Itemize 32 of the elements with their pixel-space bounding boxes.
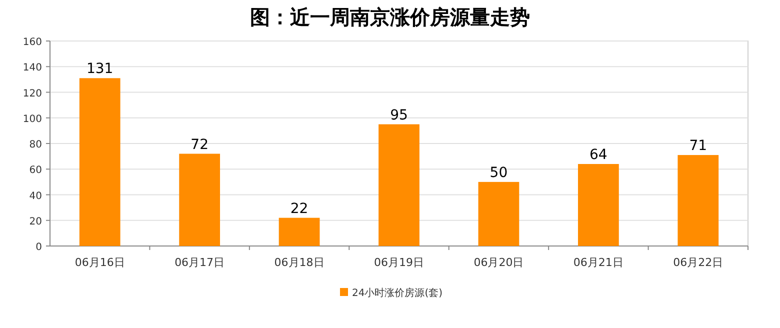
x-tick-label: 06月17日 [174, 256, 225, 269]
bar [578, 164, 619, 246]
data-label: 64 [590, 147, 608, 163]
bar [478, 182, 520, 246]
x-tick-label: 06月20日 [474, 256, 524, 269]
x-tick-label: 06月21日 [573, 256, 624, 269]
legend-label: 24小时涨价房源(套) [352, 287, 443, 299]
bar [79, 78, 120, 246]
data-label: 131 [86, 61, 114, 78]
data-label: 95 [390, 107, 408, 124]
y-tick-label: 120 [22, 88, 42, 100]
data-label: 71 [689, 138, 708, 154]
y-tick-label: 20 [29, 216, 42, 228]
y-tick-label: 40 [29, 190, 42, 202]
data-label: 22 [290, 200, 308, 217]
y-tick-label: 0 [36, 242, 42, 253]
bar [278, 218, 320, 246]
bar [179, 154, 220, 246]
y-tick-label: 160 [22, 37, 42, 48]
x-tick-label: 06月22日 [673, 256, 724, 269]
x-tick-label: 06月18日 [274, 256, 324, 269]
y-tick-label: 60 [29, 165, 42, 176]
y-tick-label: 100 [22, 114, 42, 125]
y-tick-label: 140 [22, 62, 42, 74]
data-label: 72 [190, 136, 208, 153]
bar [678, 155, 719, 246]
x-tick-label: 06月16日 [74, 256, 125, 269]
x-tick-label: 06月19日 [374, 256, 424, 269]
y-tick-label: 80 [29, 140, 42, 150]
data-label: 50 [490, 164, 508, 181]
bar [378, 124, 420, 246]
chart-title: 图：近一周南京涨价房源量走势 [250, 5, 530, 29]
